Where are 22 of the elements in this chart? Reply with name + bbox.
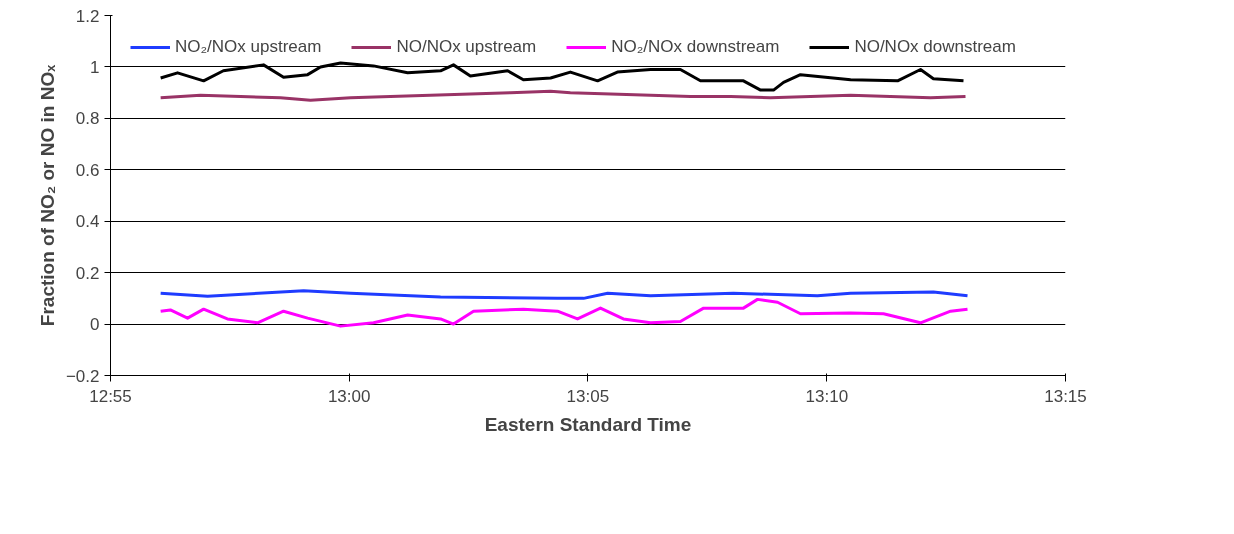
legend-label: NO/NOx downstream xyxy=(854,37,1016,57)
x-tick-label: 13:00 xyxy=(327,386,371,406)
x-tick-label: 13:15 xyxy=(1044,386,1087,406)
line-series xyxy=(159,89,967,102)
y-tick-label: 0 xyxy=(90,315,100,335)
y-tick-label: 0.2 xyxy=(75,263,100,283)
line-series xyxy=(159,297,970,328)
line-series xyxy=(159,289,970,300)
y-tick-label: 0.6 xyxy=(75,160,100,180)
y-tick-label: 0.8 xyxy=(75,109,100,129)
y-tick-label: 1 xyxy=(90,57,100,77)
legend-label: NO₂/NOx upstream xyxy=(175,37,322,57)
y-tick-label: 1.2 xyxy=(75,6,100,26)
y-tick-label: 0.4 xyxy=(75,212,100,232)
x-axis-title: Eastern Standard Time xyxy=(484,413,692,435)
x-tick-label: 13:10 xyxy=(805,386,849,406)
y-axis-title: Fraction of NO₂ or NO in NOₓ xyxy=(36,64,58,327)
legend-label: NO₂/NOx downstream xyxy=(611,37,780,57)
x-tick-label: 13:05 xyxy=(566,386,610,406)
x-tick-label: 12:55 xyxy=(89,386,132,406)
legend-label: NO/NOx upstream xyxy=(396,37,537,57)
y-tick-label: −0.2 xyxy=(65,366,100,386)
